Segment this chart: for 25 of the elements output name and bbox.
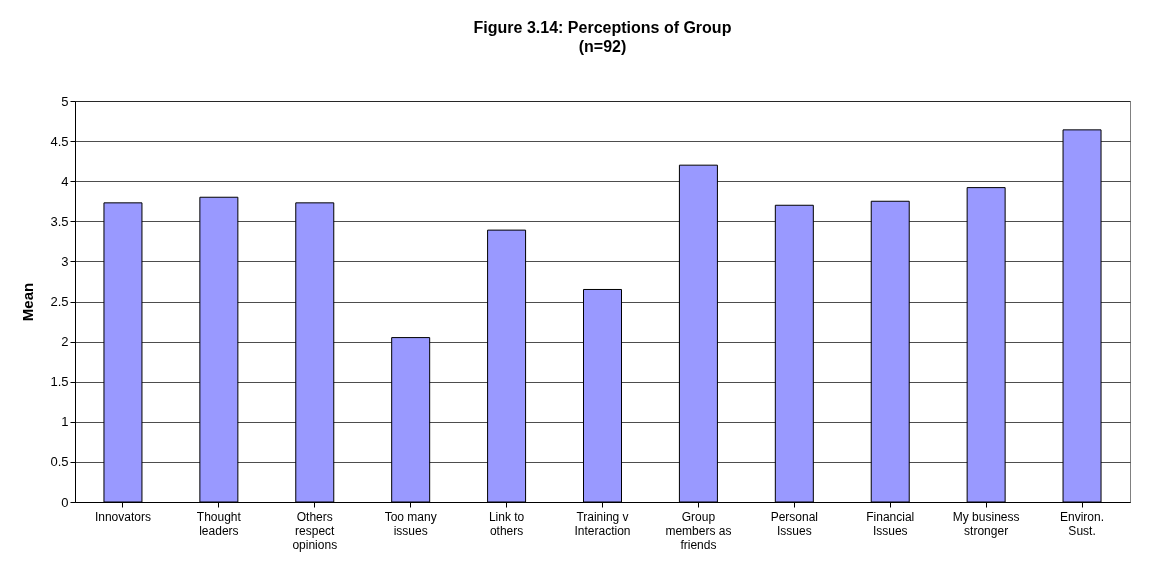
y-tick-label: 2 [61, 334, 69, 350]
x-tick-label: Training v Interaction [574, 509, 631, 538]
y-tick-label: 1 [61, 414, 69, 430]
y-tick-label: 2.5 [50, 294, 69, 309]
x-tick-label: Link to others [488, 509, 525, 538]
x-tick-label: Thought leaders [196, 509, 242, 538]
x-tick-label: Group members as friends [665, 509, 732, 552]
y-tick-label: 3.5 [50, 213, 69, 229]
y-tick-label: 5 [61, 93, 69, 109]
x-tick-label: Financial Issues [866, 509, 915, 538]
y-tick-label: 0.5 [50, 454, 69, 470]
y-tick-label: 1.5 [50, 374, 69, 390]
x-tick-label: Others respect opinions [292, 509, 338, 552]
x-tick-label: Innovators [94, 509, 151, 524]
y-tick-label: 3 [61, 253, 69, 269]
y-axis-title: Mean [19, 282, 37, 322]
chart-subtitle: (n=92) [578, 38, 627, 55]
y-tick-label: 4 [61, 173, 69, 189]
x-tick-label: Personal Issues [770, 509, 819, 538]
y-tick-label: 4.5 [50, 133, 69, 149]
y-tick-label: 0 [61, 494, 69, 510]
x-tick-label: Too many issues [384, 509, 437, 538]
chart-title: Figure 3.14: Perceptions of Group [473, 19, 732, 36]
x-tick-label: My business stronger [952, 509, 1020, 538]
x-tick-label: Environ. Sust. [1060, 509, 1105, 538]
